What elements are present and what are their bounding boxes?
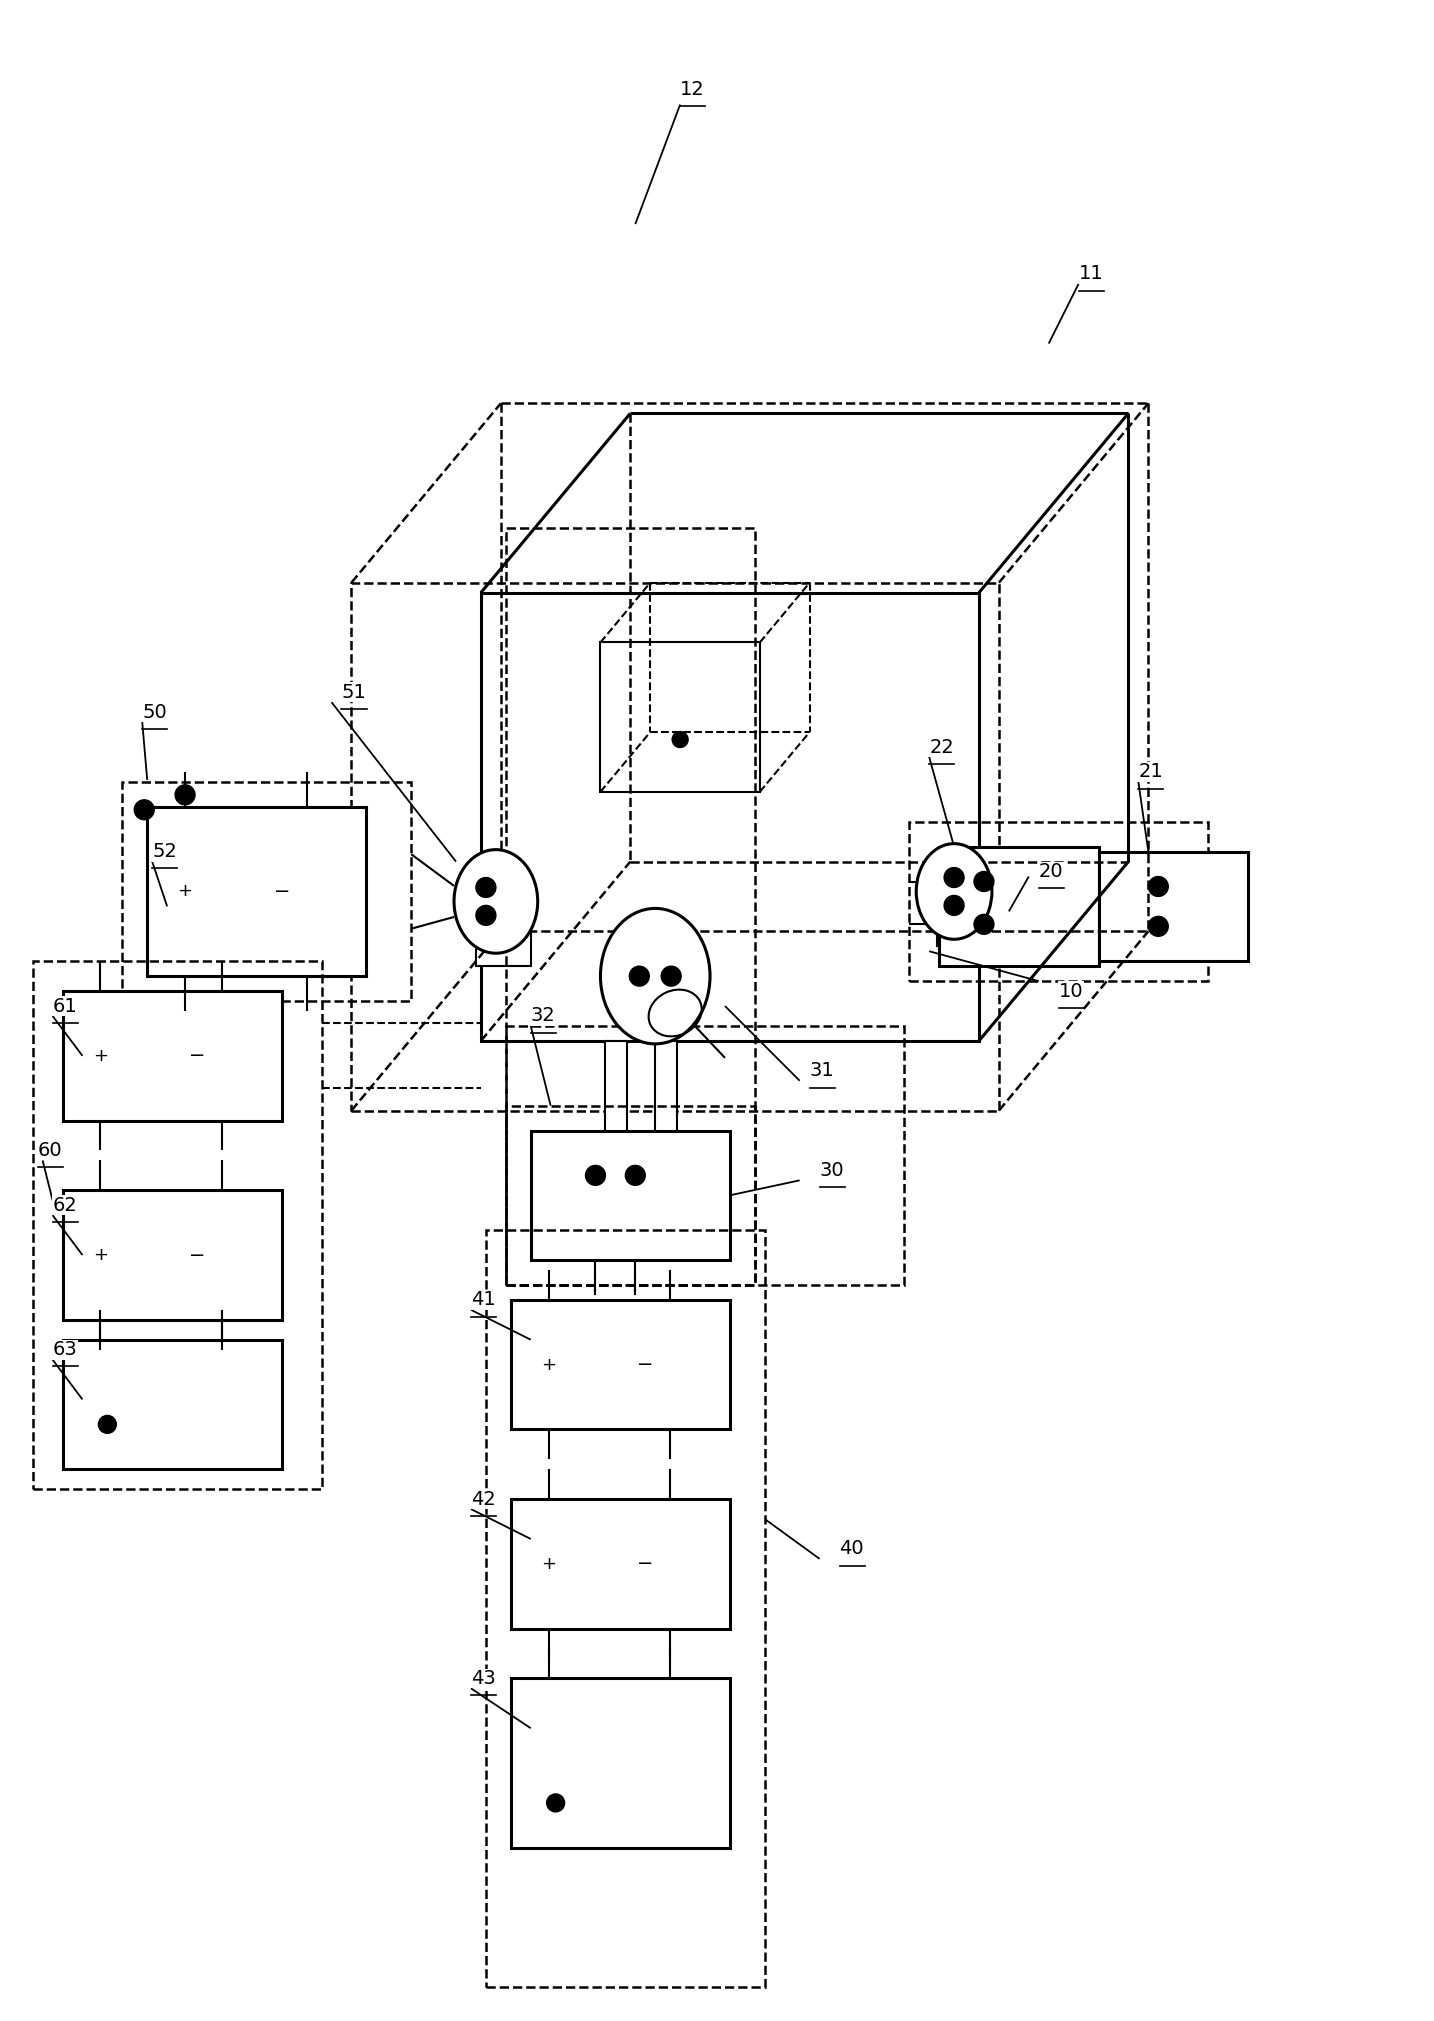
Bar [939, 847, 1098, 966]
Bar [511, 1677, 730, 1847]
Bar [351, 582, 999, 1112]
Text: 50: 50 [142, 703, 166, 721]
Bar [63, 1190, 281, 1320]
Circle shape [625, 1166, 645, 1186]
Circle shape [944, 867, 964, 887]
Bar [511, 1300, 730, 1429]
Text: −: − [189, 1245, 205, 1265]
Circle shape [661, 966, 681, 986]
Bar [1098, 851, 1248, 962]
Bar [480, 592, 979, 1041]
Bar [506, 527, 754, 1285]
Circle shape [1149, 877, 1169, 897]
Text: 21: 21 [1139, 762, 1163, 782]
Circle shape [99, 1415, 116, 1433]
Text: +: + [93, 1047, 108, 1065]
Text: 30: 30 [820, 1160, 845, 1180]
Circle shape [135, 800, 155, 821]
Text: +: + [93, 1247, 108, 1263]
Text: 31: 31 [810, 1061, 835, 1081]
Bar [506, 1027, 905, 1285]
Text: 51: 51 [341, 683, 366, 701]
Bar [486, 1231, 764, 1987]
Text: 12: 12 [680, 81, 706, 99]
Bar [63, 990, 281, 1120]
Bar [148, 806, 366, 976]
Circle shape [476, 877, 496, 897]
Text: +: + [178, 883, 192, 901]
Text: +: + [541, 1554, 556, 1572]
Bar [938, 916, 987, 946]
Circle shape [585, 1166, 605, 1186]
Circle shape [974, 871, 994, 891]
Text: 42: 42 [470, 1489, 496, 1508]
Text: 22: 22 [929, 738, 954, 756]
Text: 32: 32 [531, 1006, 555, 1025]
Text: 11: 11 [1078, 265, 1103, 283]
Bar [655, 1041, 677, 1140]
Text: 40: 40 [839, 1540, 865, 1558]
Bar [476, 932, 531, 966]
Circle shape [974, 913, 994, 934]
Text: 52: 52 [152, 843, 176, 861]
Circle shape [944, 895, 964, 916]
Circle shape [630, 966, 650, 986]
Text: −: − [637, 1554, 654, 1572]
Ellipse shape [916, 843, 992, 940]
Text: −: − [274, 881, 290, 901]
Text: 60: 60 [37, 1142, 62, 1160]
Circle shape [546, 1795, 565, 1813]
Circle shape [1149, 916, 1169, 936]
Text: 20: 20 [1038, 863, 1064, 881]
Text: +: + [541, 1356, 556, 1374]
Text: 10: 10 [1058, 982, 1083, 1000]
Text: 43: 43 [470, 1669, 496, 1688]
Text: 62: 62 [53, 1196, 77, 1215]
Ellipse shape [601, 907, 710, 1045]
Text: −: − [189, 1047, 205, 1065]
Bar [33, 962, 321, 1489]
Circle shape [476, 905, 496, 926]
Text: −: − [637, 1356, 654, 1374]
Text: 41: 41 [470, 1289, 496, 1310]
Ellipse shape [455, 849, 538, 954]
Bar [506, 1105, 754, 1285]
Bar [122, 782, 412, 1000]
Bar [909, 823, 1207, 980]
Text: 63: 63 [53, 1340, 77, 1360]
Bar [63, 1340, 281, 1469]
Bar [531, 1130, 730, 1259]
Circle shape [673, 732, 688, 748]
Bar [511, 1500, 730, 1629]
Circle shape [175, 784, 195, 804]
Bar [605, 1041, 627, 1140]
Text: 61: 61 [53, 996, 77, 1015]
Bar [601, 643, 760, 792]
